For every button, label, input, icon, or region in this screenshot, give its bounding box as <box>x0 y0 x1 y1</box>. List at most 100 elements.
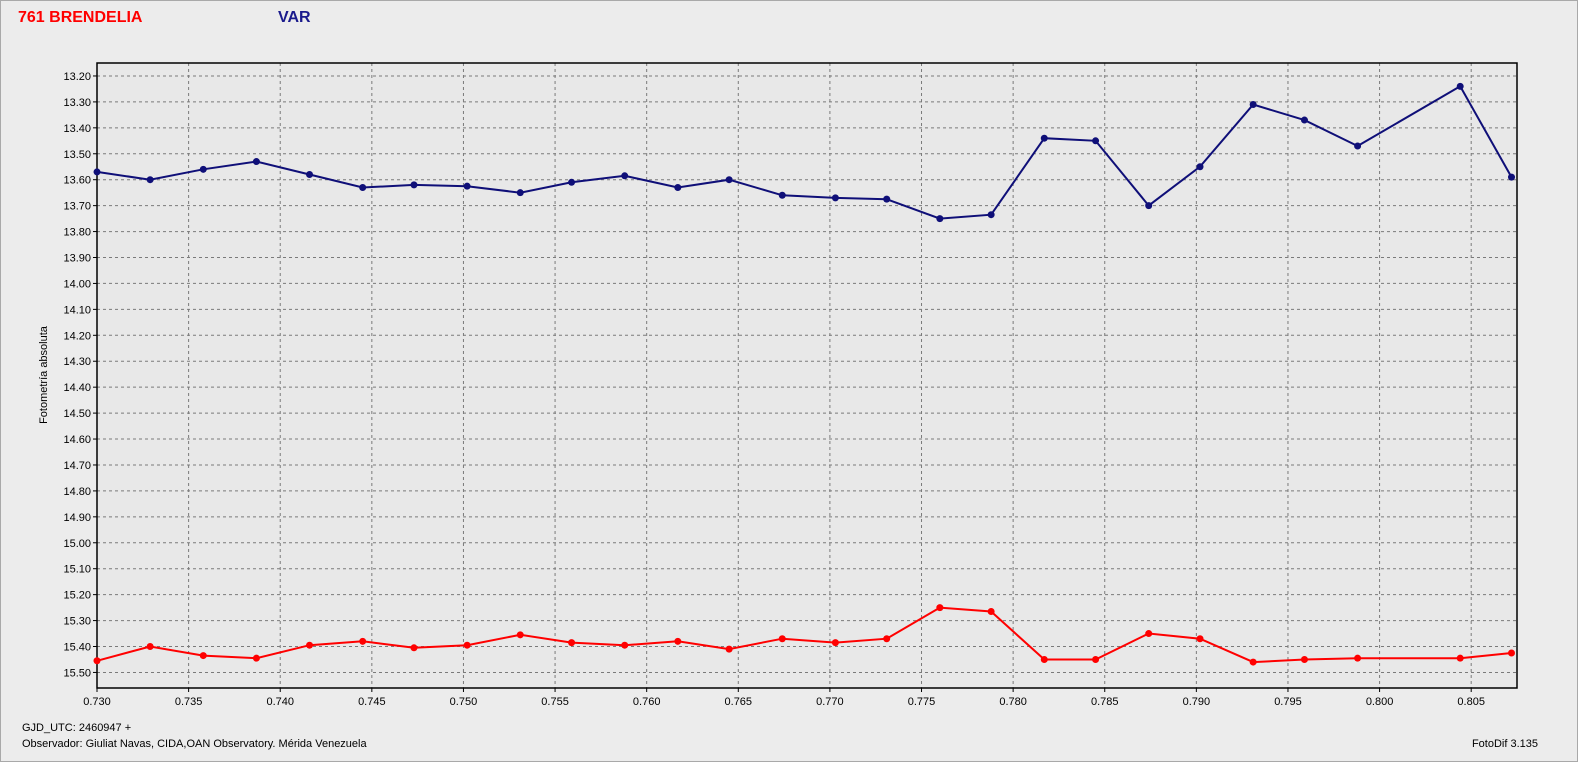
var-data-point <box>463 182 471 190</box>
var-series-label: VAR <box>278 9 311 26</box>
var-data-point <box>1508 173 1516 181</box>
object-data-point <box>725 645 733 653</box>
object-data-point <box>252 654 260 662</box>
x-tick-label: 0.800 <box>1366 696 1394 708</box>
object-data-point <box>410 644 418 652</box>
var-data-point <box>252 158 260 166</box>
var-data-point <box>1456 82 1464 90</box>
x-tick-label: 0.770 <box>816 696 844 708</box>
object-data-point <box>936 604 944 612</box>
gjd-label: GJD_UTC: 2460947 + <box>22 722 132 734</box>
var-data-point <box>987 211 995 219</box>
object-data-point <box>146 643 154 651</box>
var-data-point <box>674 183 682 191</box>
y-tick-label: 13.70 <box>63 201 91 213</box>
y-tick-label: 14.50 <box>63 408 91 420</box>
y-tick-label: 14.20 <box>63 330 91 342</box>
x-tick-label: 0.755 <box>541 696 569 708</box>
object-data-point <box>674 637 682 645</box>
object-data-point <box>1456 654 1464 662</box>
x-tick-label: 0.750 <box>450 696 478 708</box>
var-data-point <box>1092 137 1100 145</box>
object-data-point <box>516 631 524 639</box>
y-tick-label: 15.00 <box>63 538 91 550</box>
y-tick-label: 14.60 <box>63 434 91 446</box>
y-tick-label: 15.10 <box>63 564 91 576</box>
object-data-point <box>93 657 101 665</box>
object-data-point <box>1354 654 1362 662</box>
y-tick-label: 15.20 <box>63 590 91 602</box>
var-data-point <box>831 194 839 202</box>
x-tick-label: 0.780 <box>999 696 1027 708</box>
object-data-point <box>1092 655 1100 663</box>
plot-border <box>96 62 1518 689</box>
x-tick-label: 0.740 <box>266 696 294 708</box>
plot-area <box>97 63 1517 688</box>
y-tick-label: 15.30 <box>63 616 91 628</box>
var-data-point <box>199 165 207 173</box>
x-tick-label: 0.775 <box>908 696 936 708</box>
y-tick-label: 13.90 <box>63 253 91 265</box>
var-data-point <box>359 183 367 191</box>
x-tick-label: 0.760 <box>633 696 661 708</box>
y-tick-label: 14.90 <box>63 512 91 524</box>
object-data-point <box>1508 649 1516 657</box>
var-data-point <box>1354 142 1362 150</box>
var-data-point <box>936 215 944 223</box>
var-data-point <box>1300 116 1308 124</box>
y-tick-label: 13.20 <box>63 71 91 83</box>
y-tick-label: 13.60 <box>63 175 91 187</box>
object-data-point <box>883 635 891 643</box>
object-data-point <box>1249 658 1257 666</box>
object-data-point <box>306 641 314 649</box>
y-tick-label: 15.40 <box>63 642 91 654</box>
y-tick-label: 13.30 <box>63 97 91 109</box>
var-data-point <box>883 195 891 203</box>
object-data-point <box>359 637 367 645</box>
observer-label: Observador: Giuliat Navas, CIDA,OAN Obse… <box>22 738 367 750</box>
x-tick-label: 0.730 <box>83 696 111 708</box>
object-data-point <box>1145 630 1153 638</box>
var-data-point <box>146 176 154 184</box>
x-tick-label: 0.765 <box>725 696 753 708</box>
y-tick-label: 14.70 <box>63 460 91 472</box>
x-tick-label: 0.805 <box>1457 696 1485 708</box>
var-data-point <box>1249 100 1257 108</box>
y-tick-label: 13.40 <box>63 123 91 135</box>
var-data-point <box>1145 202 1153 210</box>
var-data-point <box>516 189 524 197</box>
y-tick-label: 13.50 <box>63 149 91 161</box>
y-tick-label: 14.00 <box>63 278 91 290</box>
var-data-point <box>306 171 314 179</box>
x-tick-label: 0.790 <box>1183 696 1211 708</box>
object-data-point <box>1196 635 1204 643</box>
y-tick-label: 13.80 <box>63 227 91 239</box>
y-tick-label: 14.30 <box>63 356 91 368</box>
object-data-point <box>831 639 839 647</box>
var-data-point <box>1040 134 1048 142</box>
object-data-point <box>568 639 576 647</box>
var-data-point <box>778 191 786 199</box>
y-tick-label: 14.10 <box>63 304 91 316</box>
var-data-point <box>725 176 733 184</box>
x-tick-label: 0.795 <box>1274 696 1302 708</box>
x-tick-label: 0.745 <box>358 696 386 708</box>
var-data-point <box>93 168 101 176</box>
var-data-point <box>410 181 418 189</box>
y-tick-label: 14.80 <box>63 486 91 498</box>
object-data-point <box>1040 655 1048 663</box>
object-data-point <box>463 641 471 649</box>
software-version-label: FotoDif 3.135 <box>1471 738 1538 750</box>
object-data-point <box>199 652 207 660</box>
x-tick-label: 0.785 <box>1091 696 1119 708</box>
y-tick-label: 14.40 <box>63 382 91 394</box>
var-data-point <box>568 178 576 186</box>
x-tick-label: 0.735 <box>175 696 203 708</box>
object-data-point <box>621 641 629 649</box>
object-data-point <box>778 635 786 643</box>
y-tick-label: 15.50 <box>63 667 91 679</box>
var-data-point <box>621 172 629 180</box>
var-data-point <box>1196 163 1204 171</box>
object-data-point <box>1300 655 1308 663</box>
